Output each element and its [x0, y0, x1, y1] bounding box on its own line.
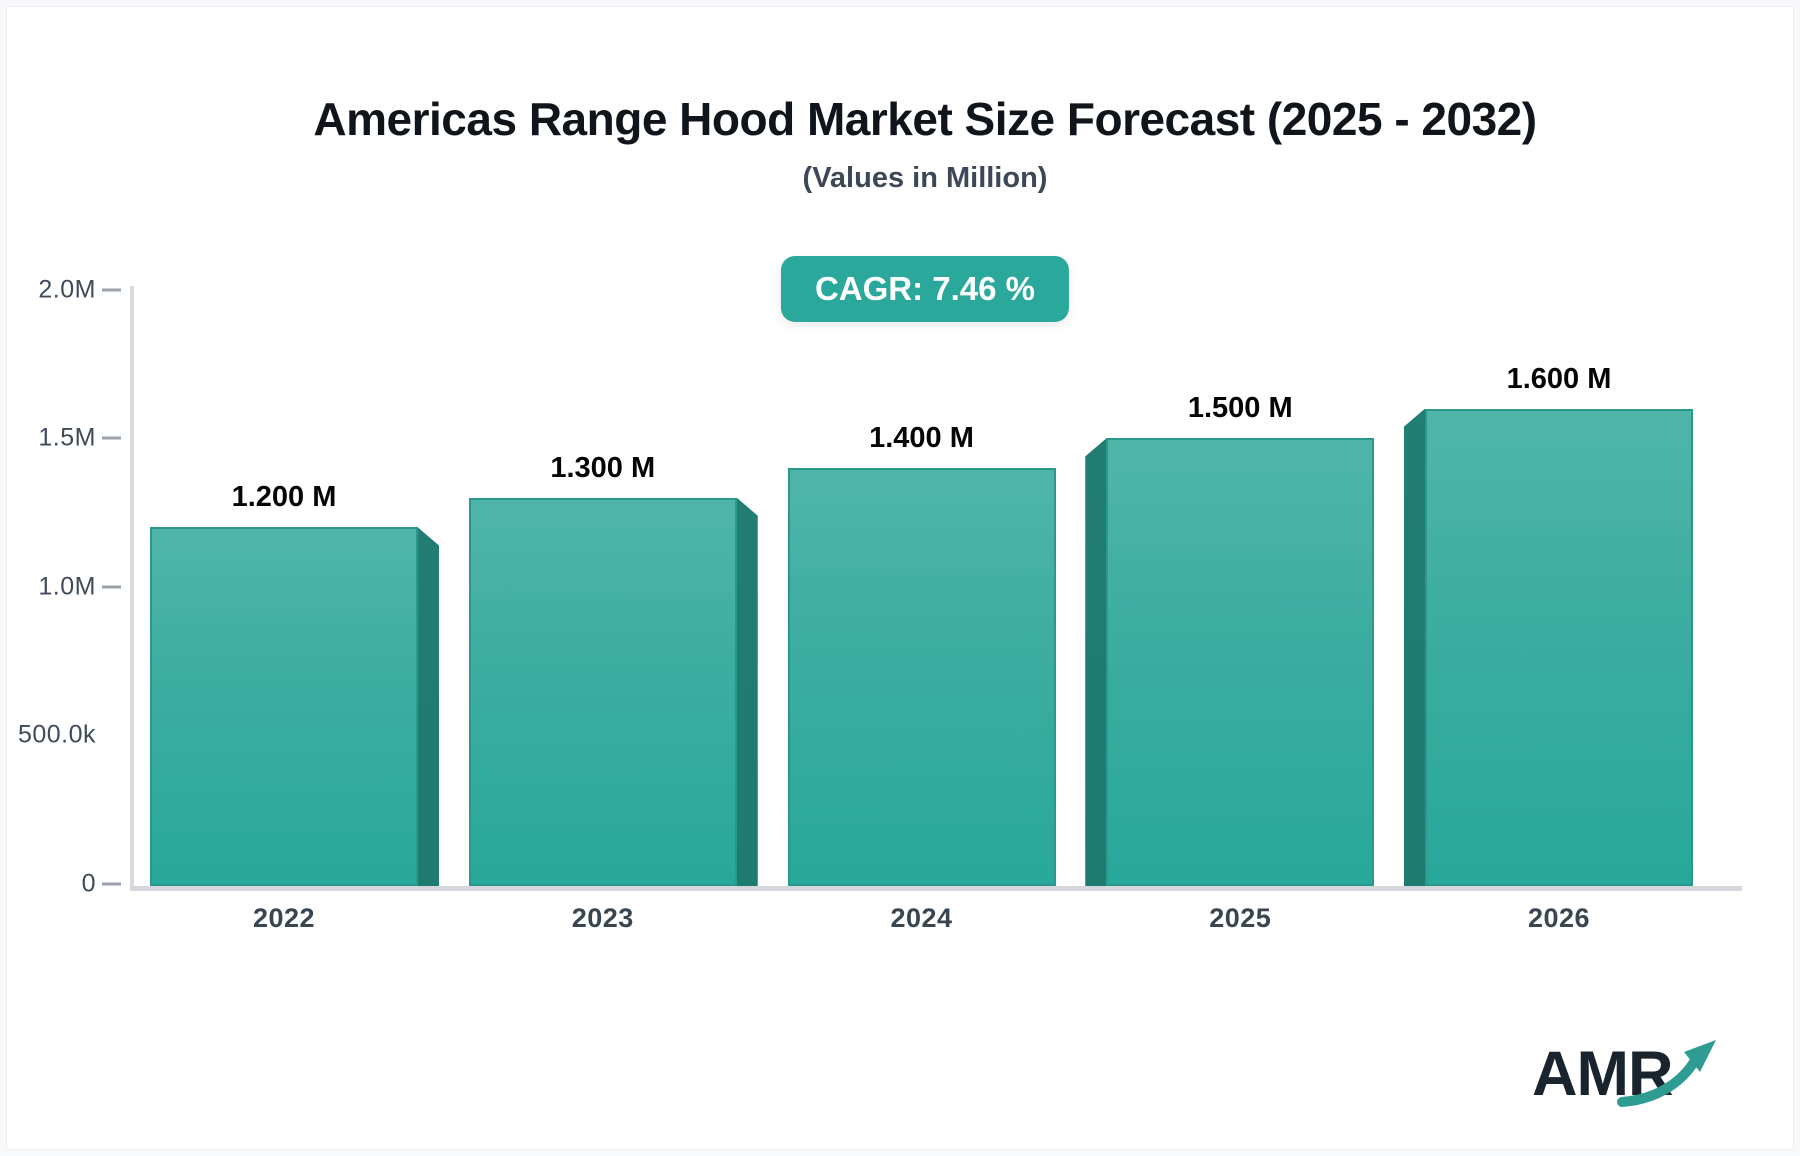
x-tick-label-2026: 2026	[1527, 903, 1591, 933]
bar-2026[interactable]	[1425, 408, 1693, 886]
bar-3d-side	[736, 497, 758, 886]
y-tick-dash	[102, 436, 121, 440]
chart-title: Americas Range Hood Market Size Forecast…	[313, 93, 1537, 145]
amr-logo: AMR	[1532, 1032, 1722, 1112]
x-tick-label-2025: 2025	[1209, 903, 1272, 933]
y-tick-label: 0	[81, 869, 96, 898]
chart-header: Americas Range Hood Market Size Forecast…	[25, 0, 1800, 195]
x-axis-baseline	[130, 886, 1742, 891]
x-tick-label-2024: 2024	[890, 903, 953, 933]
y-tick-label: 1.0M	[38, 572, 96, 601]
chart-subtitle: (Values in Million)	[802, 162, 1048, 194]
cagr-badge: CAGR: 7.46 %	[780, 256, 1070, 322]
x-tick-label-2022: 2022	[252, 903, 316, 933]
bar-value-label: 1.300 M	[550, 451, 656, 484]
y-tick-dash	[102, 585, 121, 589]
y-tick-label: 500.0k	[17, 720, 96, 749]
bar-2025[interactable]	[1106, 438, 1375, 886]
y-tick-label: 2.0M	[38, 275, 96, 304]
bar-3d-side	[418, 527, 439, 886]
bar-value-label: 1.400 M	[869, 422, 974, 455]
bar-2022[interactable]	[150, 527, 418, 886]
y-axis-line	[130, 286, 134, 891]
bar-value-label: 1.600 M	[1506, 362, 1612, 395]
bar-3d-side	[1404, 408, 1425, 886]
x-tick-label-2023: 2023	[571, 903, 634, 933]
bar-2023[interactable]	[468, 497, 737, 886]
y-tick-label: 1.5M	[38, 423, 96, 452]
bar-value-label: 1.500 M	[1187, 392, 1293, 425]
y-tick-dash	[102, 288, 121, 292]
bar-3d-side	[1085, 438, 1107, 886]
growth-arrow-icon	[1617, 1040, 1716, 1107]
bar-2024[interactable]	[787, 468, 1056, 886]
bar-value-label: 1.200 M	[231, 481, 337, 514]
y-tick-dash	[102, 882, 121, 886]
